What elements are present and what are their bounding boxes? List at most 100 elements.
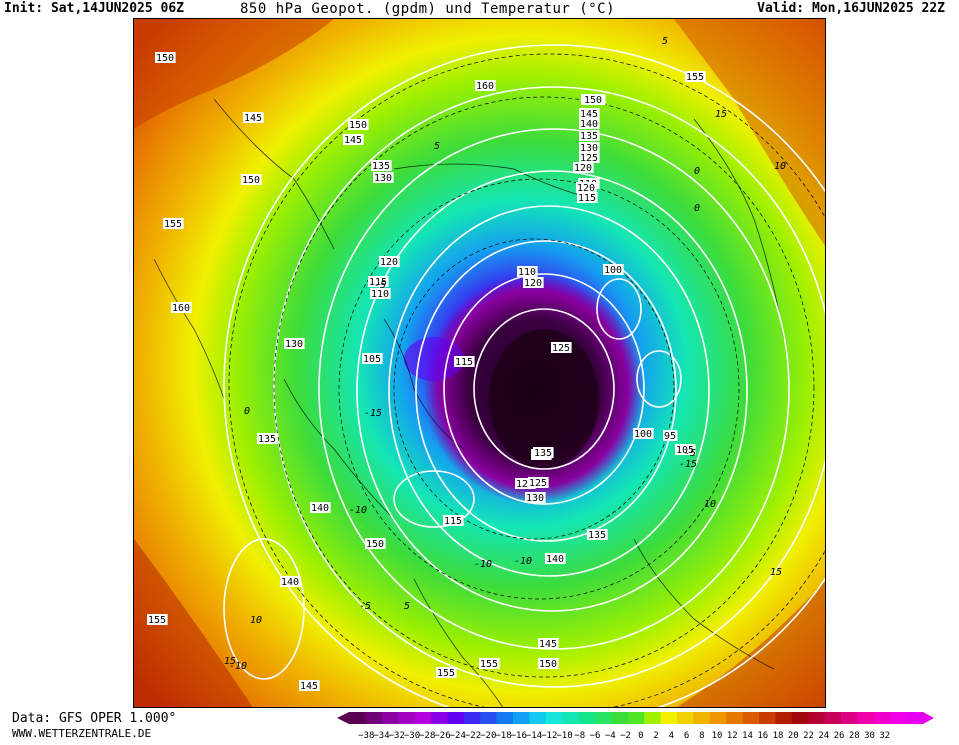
geopotential-label-bg — [475, 80, 496, 91]
geopotential-label: 150 — [349, 120, 367, 131]
geopotential-label: 95 — [664, 431, 676, 442]
legend-tick-label: 14 — [742, 731, 753, 741]
isotherm-label: -5 — [374, 280, 386, 291]
geopotential-label: 150 — [242, 175, 260, 186]
geopotential-label-bg — [379, 256, 400, 267]
isotherm-label: 10 — [704, 499, 716, 510]
isotherm-label: 10 — [774, 161, 786, 172]
legend-tick-label: −22 — [465, 731, 481, 741]
geopotential-label-bg — [371, 160, 392, 171]
legend-swatch — [759, 712, 776, 724]
legend-tick-label: −34 — [373, 731, 389, 741]
legend-swatch — [480, 712, 497, 724]
geopotential-label-bg — [370, 288, 391, 299]
geopotential-label: 100 — [634, 429, 652, 440]
geopotential-contours — [223, 44, 825, 707]
legend-tick-label: −20 — [480, 731, 496, 741]
geopotential-label: 110 — [371, 289, 389, 300]
isotherm-label: 0 — [694, 203, 700, 214]
geopotential-label-bg — [533, 447, 554, 458]
geopotential-label-bg — [603, 264, 624, 275]
legend-swatch — [791, 712, 809, 724]
geopotential-label-bg — [155, 52, 176, 63]
geopotential-label-bg — [579, 118, 600, 129]
data-source: Data: GFS OPER 1.000° — [12, 711, 177, 726]
legend-tick-label: 6 — [684, 731, 689, 741]
legend-swatch — [349, 712, 366, 724]
legend-swatch — [431, 712, 448, 724]
legend-swatch — [529, 712, 547, 724]
legend-tick-label: −38 — [358, 731, 374, 741]
geopotential-label-bg — [163, 218, 184, 229]
geopotential-label-bg — [587, 529, 608, 540]
legend-swatch — [463, 712, 481, 724]
geopotential-label: 115 — [578, 193, 596, 204]
geopotential-label: 115 — [444, 516, 462, 527]
geopotential-label: 105 — [676, 445, 694, 456]
geopotential-label: 155 — [164, 219, 182, 230]
geopotential-label: 105 — [363, 354, 381, 365]
geopotential-label: 135 — [258, 434, 276, 445]
isotherm-label: -15 — [364, 408, 382, 419]
legend-swatch — [890, 712, 907, 724]
legend-swatch — [644, 712, 661, 724]
geopotential-label: 125 — [529, 478, 547, 489]
geopotential-label-bg — [523, 277, 544, 288]
geopotential-label: 160 — [172, 303, 190, 314]
weather-map: 1501451601551551501451501351301501551601… — [133, 18, 826, 708]
geopotential-label-bg — [545, 553, 566, 564]
geopotential-label-bg — [517, 266, 538, 277]
isotherm-label: 0 — [244, 406, 250, 417]
geopotential-label: 145 — [300, 681, 318, 692]
legend-tick-label: −18 — [495, 731, 511, 741]
geopotential-label: 155 — [437, 668, 455, 679]
warm-region-ne — [674, 19, 825, 246]
legend-tick-label: −24 — [450, 731, 466, 741]
geopotential-label-bg — [443, 515, 464, 526]
legend-swatch — [611, 712, 629, 724]
geopotential-label-bg — [577, 192, 598, 203]
geopotential-label: 125 — [516, 479, 534, 490]
geopotential-label: 145 — [244, 113, 262, 124]
geopotential-label-bg — [551, 342, 572, 353]
legend-tick-label: 2 — [653, 731, 658, 741]
legend-swatch — [398, 712, 415, 724]
legend-swatch — [545, 712, 563, 724]
legend-swatch — [775, 712, 793, 724]
legend-tick-label: 16 — [757, 731, 768, 741]
geopotential-label-bg — [280, 576, 301, 587]
legend-tick-label: −14 — [526, 731, 542, 741]
geopotential-label: 110 — [518, 267, 536, 278]
legend-swatch — [824, 712, 842, 724]
legend-swatch — [595, 712, 612, 724]
contour-labels: 1501451601551551501451501351301501551601… — [147, 36, 786, 692]
legend-tick-label: 12 — [727, 731, 738, 741]
isotherm-label: -10 — [229, 661, 247, 672]
geopotential-label: 115 — [455, 357, 473, 368]
geopotential-label: 140 — [311, 503, 329, 514]
legend-tick-label: 0 — [638, 731, 643, 741]
geopotential-label: 140 — [546, 554, 564, 565]
legend-swatch — [693, 712, 711, 724]
legend-swatch — [677, 712, 694, 724]
legend-tick-label: −12 — [541, 731, 557, 741]
legend-swatch — [578, 712, 596, 724]
legend-swatch — [627, 712, 645, 724]
geopotential-label-bg — [579, 152, 600, 163]
legend-arrow-right — [923, 712, 934, 724]
geopotential-label: 145 — [580, 109, 598, 120]
geopotential-label: 150 — [539, 659, 557, 670]
geopotential-label-bg — [241, 174, 262, 185]
isotherm-label: -10 — [349, 505, 367, 516]
isotherm-label: 10 — [250, 615, 262, 626]
legend-tick-label: 8 — [699, 731, 704, 741]
geopotential-label-bg — [675, 444, 696, 455]
legend-tick-label: 30 — [864, 731, 875, 741]
legend-swatch — [660, 712, 678, 724]
isotherm-label: 5 — [404, 601, 410, 612]
geopotential-label: 155 — [480, 659, 498, 670]
isotherm-label: -15 — [679, 459, 697, 470]
geopotential-label-bg — [663, 430, 678, 441]
geopotential-label-bg — [579, 142, 600, 153]
geopotential-label-bg — [257, 433, 278, 444]
